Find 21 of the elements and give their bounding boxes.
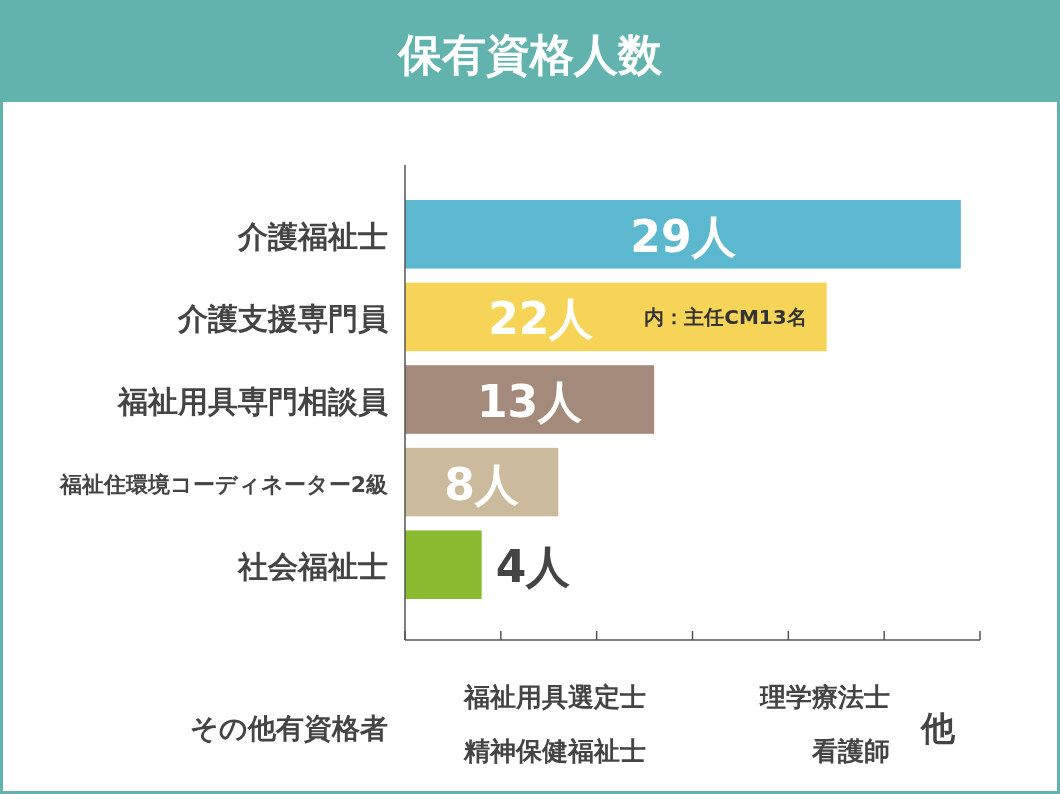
- text: 精神保健福祉士: [463, 736, 646, 766]
- y-tick-label: 福祉用具専門相談員: [116, 384, 388, 419]
- y-tick-label: 福祉住環境コーディネーター2級: [58, 471, 388, 497]
- bar: [405, 530, 482, 599]
- data-label: 13人: [476, 376, 583, 427]
- text: 理学療法士: [759, 682, 890, 712]
- y-tick-label: 社会福祉士: [237, 549, 388, 585]
- data-label: 22人: [488, 293, 594, 345]
- data-label: 4人: [495, 541, 571, 593]
- data-label: 8人: [444, 458, 519, 510]
- text: 福祉用具選定士: [462, 682, 646, 712]
- text: その他有資格者: [190, 711, 388, 745]
- chart-title: 保有資格人数: [396, 28, 663, 80]
- annotation: 内：主任CM13名: [644, 304, 807, 329]
- bar: [405, 365, 655, 434]
- y-tick-label: 介護支援専門員: [177, 301, 388, 337]
- text: 看護師: [811, 736, 890, 766]
- bar: [405, 200, 961, 269]
- text: 他: [920, 708, 956, 748]
- y-tick-label: 介護福祉士: [237, 218, 388, 254]
- data-label: 29人: [630, 210, 736, 262]
